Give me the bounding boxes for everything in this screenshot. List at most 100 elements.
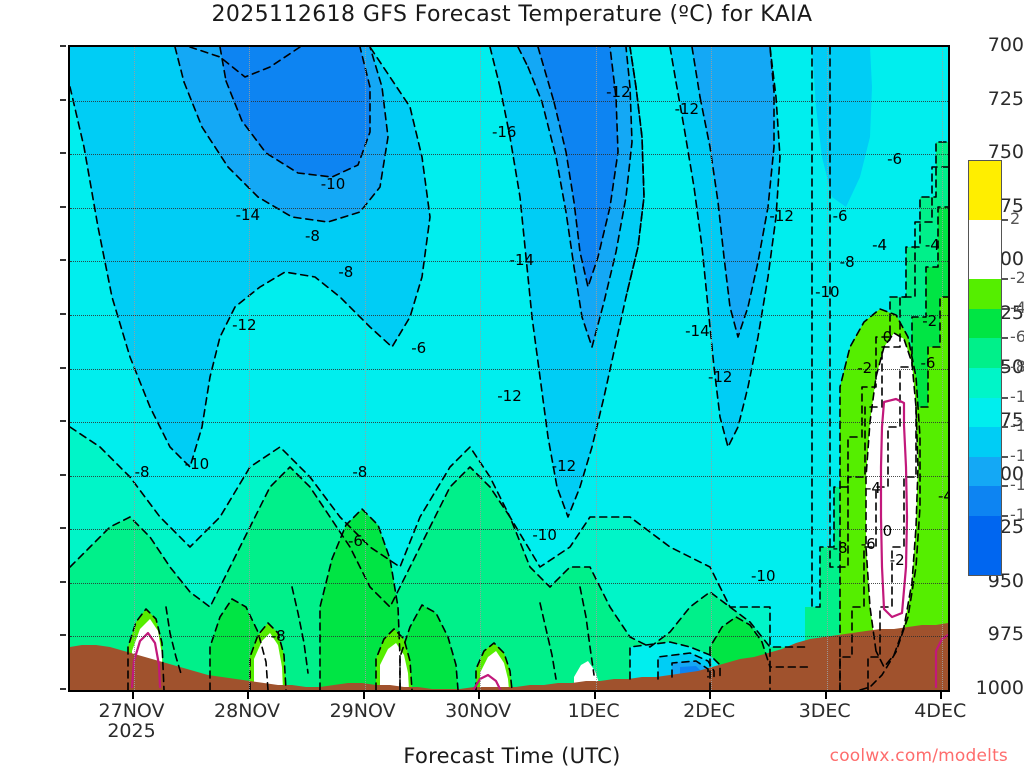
y-tick-label: 725 — [987, 87, 1024, 110]
gridline-vertical — [249, 47, 251, 690]
gridline-horizontal — [70, 636, 948, 638]
colorbar-tick-label: 2 — [1010, 209, 1021, 229]
x-tick-label: 27NOV 2025 — [72, 701, 192, 742]
contour-label: -4 — [872, 236, 888, 255]
gridline-horizontal — [70, 368, 948, 370]
colorbar-tick-mark — [1002, 396, 1008, 399]
colorbar-band — [969, 397, 1001, 428]
y-tick-mark — [60, 366, 66, 369]
contour-label: -14 — [509, 251, 535, 270]
contour-label: -8 — [270, 627, 286, 646]
contour-label: -10 — [815, 283, 840, 302]
colorbar-band — [969, 427, 1001, 457]
contour-label: -12 — [769, 207, 794, 226]
gridline-horizontal — [70, 475, 948, 477]
colorbar-band — [969, 456, 1001, 487]
y-tick-mark — [60, 98, 66, 101]
y-tick-label: 750 — [987, 141, 1024, 164]
colorbar-band — [969, 486, 1001, 516]
contour-label: -12 — [606, 83, 631, 102]
contour-label: -8 — [338, 263, 354, 282]
contour-label: -16 — [491, 122, 517, 141]
x-tick-label: 1DEC — [567, 700, 620, 722]
y-tick-mark — [60, 527, 66, 530]
y-tick-mark — [60, 45, 66, 47]
colorbar-tick-label: -10 — [1010, 386, 1024, 406]
gridline-horizontal — [70, 314, 948, 316]
x-tick-label: 3DEC — [798, 700, 851, 722]
y-tick-label: 975 — [987, 623, 1024, 646]
contour-label: -10 — [320, 175, 346, 194]
watermark: coolwx.com/modelts — [829, 746, 1008, 766]
colorbar-tick-label: -8 — [1010, 357, 1024, 376]
contour-label: -2 — [857, 358, 873, 377]
colorbar-band — [969, 515, 1001, 575]
contour-label: -8 — [304, 226, 320, 245]
x-tick-label: 30NOV — [445, 700, 512, 722]
y-tick-mark — [60, 688, 66, 690]
contour-label: -6 — [832, 207, 848, 226]
contour-label: -6 — [920, 353, 936, 372]
x-tick-mark — [131, 692, 134, 699]
colorbar-tick-mark — [1002, 367, 1008, 369]
contour-label: -10 — [532, 525, 557, 544]
x-tick-label: 28NOV — [214, 700, 281, 722]
colorbar-band — [969, 368, 1001, 398]
gridline-horizontal — [70, 422, 948, 424]
contour-label: -4 — [924, 236, 940, 255]
contour-label: -14 — [685, 321, 710, 340]
x-tick-label: 29NOV — [329, 700, 396, 722]
colorbar-band — [969, 220, 1001, 280]
colorbar-tick-label: -12 — [1010, 416, 1024, 436]
contour-label: -6 — [860, 535, 876, 554]
colorbar-tick-mark — [1002, 307, 1008, 310]
x-tick-mark — [940, 692, 943, 699]
contour-label: -14 — [235, 206, 261, 225]
contour-label: -4 — [938, 487, 948, 506]
colorbar-tick-mark — [1002, 219, 1008, 222]
contour-label: -6 — [347, 532, 363, 551]
colorbar-band — [969, 338, 1001, 368]
y-tick-mark — [60, 420, 66, 423]
colorbar-tick-mark — [1002, 455, 1008, 458]
y-tick-mark — [60, 205, 66, 208]
plot-inner: -12 -16 -14 -10 -8 -8 -12 -14 -12 -6 -12 -6 -4 -4 -8 -1… — [70, 47, 948, 690]
x-tick-mark — [247, 692, 250, 699]
colorbar-tick-mark — [1002, 278, 1008, 281]
contour-label: -12 — [707, 368, 733, 387]
contour-label: -2 — [922, 312, 938, 331]
x-tick-mark — [709, 692, 712, 699]
contour-label: -12 — [497, 387, 522, 406]
colorbar-tick-mark — [1002, 426, 1008, 429]
gridline-vertical — [942, 47, 944, 690]
y-tick-mark — [60, 473, 66, 476]
gridline-vertical — [364, 47, 366, 690]
gridline-vertical — [133, 47, 135, 690]
y-tick-mark — [60, 152, 66, 155]
colorbar-gradient — [968, 160, 1002, 576]
y-tick-mark — [60, 634, 66, 637]
gridline-horizontal — [70, 582, 948, 584]
colorbar-band — [969, 161, 1001, 221]
contour-label: -8 — [832, 538, 848, 557]
contour-label: -12 — [232, 316, 257, 335]
x-tick-label: 4DEC — [914, 700, 967, 722]
x-tick-mark — [593, 692, 596, 699]
gridline-horizontal — [70, 207, 948, 209]
contour-label: -12 — [674, 100, 700, 118]
y-tick-mark — [60, 580, 66, 583]
x-tick-mark — [478, 692, 481, 699]
colorbar-tick-label: -16 — [1010, 475, 1024, 495]
y-tick-mark — [60, 312, 66, 315]
y-tick-label: 700 — [987, 34, 1024, 56]
gridline-horizontal — [70, 529, 948, 531]
colorbar-tick-mark — [1002, 485, 1008, 488]
colorbar-tick-label: -6 — [1010, 327, 1024, 347]
contour-label: -6 — [411, 339, 427, 358]
plot-area: -12 -16 -14 -10 -8 -8 -12 -14 -12 -6 -12 -6 -4 -4 -8 -1… — [68, 45, 950, 692]
contour-label: -4 — [866, 479, 881, 498]
x-tick-label: 2DEC — [683, 700, 736, 722]
contour-label: -8 — [839, 253, 855, 272]
contour-label: -10 — [750, 567, 776, 586]
contour-label: -8 — [352, 463, 368, 482]
